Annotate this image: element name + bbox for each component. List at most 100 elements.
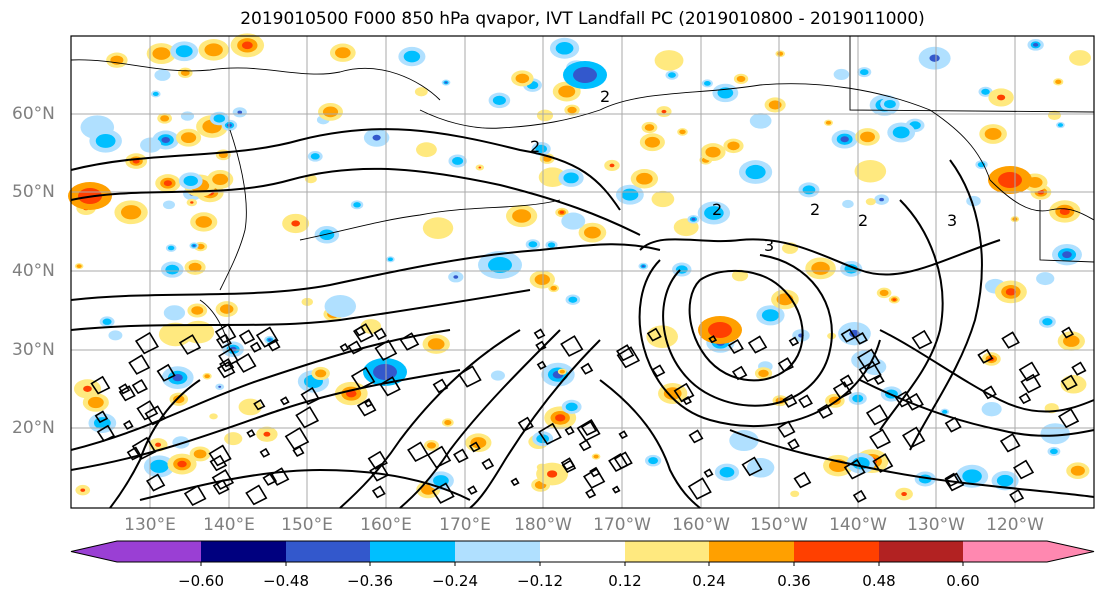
negative-qvapor-blob	[149, 459, 169, 473]
positive-qvapor-blob	[152, 47, 171, 60]
ivt-contour-line	[139, 468, 471, 501]
ivt-contour-cell	[1001, 331, 1020, 349]
positive-qvapor-blob	[1047, 110, 1062, 120]
positive-qvapor-blob	[219, 304, 234, 314]
ivt-contour-line	[909, 159, 983, 451]
positive-qvapor-blob	[160, 115, 170, 122]
negative-qvapor-blob	[492, 95, 506, 106]
ivt-contour-cell	[999, 433, 1021, 453]
ivt-contour-cell	[585, 488, 597, 499]
negative-qvapor-blob	[453, 275, 459, 279]
ivt-contour-cell	[399, 332, 420, 351]
ivt-contour-cell	[126, 446, 142, 461]
ivt-contour-cell	[245, 484, 268, 506]
ivt-contour-cell	[777, 420, 796, 438]
ivt-contour-cell	[787, 438, 800, 451]
positive-qvapor-blob	[304, 174, 317, 184]
contour-label: 3	[764, 236, 774, 255]
negative-qvapor-blob	[879, 197, 884, 202]
positive-qvapor-blob	[1005, 288, 1017, 296]
ivt-contour-cell	[576, 418, 601, 442]
positive-qvapor-blob	[854, 159, 887, 183]
positive-qvapor-blob	[512, 209, 532, 223]
ivt-contour-cell	[608, 452, 629, 473]
ivt-contour-cell	[369, 463, 390, 482]
positive-qvapor-blob	[427, 338, 445, 350]
positive-qvapor-blob	[80, 488, 86, 492]
ivt-contour-cell	[944, 472, 965, 492]
ivt-contour-cell	[353, 323, 374, 343]
positive-qvapor-blob	[204, 374, 210, 379]
ivt-contour-cell	[852, 489, 867, 503]
ivt-contour-cell	[904, 392, 924, 411]
negative-qvapor-blob	[833, 68, 850, 80]
lon-label: 150°W	[750, 515, 808, 535]
ivt-contour-cell	[857, 348, 881, 371]
negative-qvapor-blob	[237, 110, 243, 114]
positive-qvapor-blob	[860, 131, 875, 143]
colorbar-cell	[963, 541, 1094, 562]
ivt-contour-cell	[793, 471, 812, 489]
ivt-contour-cell	[218, 347, 239, 368]
ivt-contour-line	[339, 329, 521, 509]
ivt-contour-cell	[136, 400, 159, 421]
positive-qvapor-blob	[263, 431, 271, 437]
negative-qvapor-blob	[729, 430, 759, 452]
colorbar-cell	[370, 541, 455, 562]
positive-qvapor-blob	[190, 201, 194, 204]
lon-label: 120°W	[986, 515, 1044, 535]
colorbar-cell	[540, 541, 625, 562]
ivt-contour-cell	[284, 426, 310, 450]
negative-qvapor-blob	[568, 296, 578, 303]
ivt-contour-line	[879, 199, 944, 431]
ivt-contour-cell	[873, 374, 885, 385]
positive-qvapor-blob	[224, 432, 243, 446]
ivt-contour-line	[879, 329, 1095, 413]
ivt-contour-cell	[1018, 392, 1032, 405]
positive-qvapor-blob	[646, 325, 678, 348]
ivt-contour-cell	[178, 334, 202, 355]
colorbar-tick-label: −0.24	[432, 572, 478, 590]
positive-qvapor-blob	[777, 51, 784, 56]
lon-label: 140°W	[829, 515, 887, 535]
colorbar-cell	[455, 541, 540, 562]
contour-label: 2	[858, 211, 868, 230]
negative-qvapor-blob	[1062, 251, 1072, 259]
ivt-contours	[70, 128, 1095, 509]
positive-qvapor-blob	[567, 106, 577, 114]
ivt-contour-cell	[259, 447, 271, 458]
colorbar-cell	[625, 541, 709, 562]
contour-labels: 2 2 2 3 3 2 2	[530, 87, 957, 255]
ivt-contour-cell	[183, 484, 207, 507]
ivt-contour-cell	[982, 385, 997, 400]
ivt-contour-cell	[211, 469, 235, 491]
negative-qvapor-blob	[161, 136, 171, 144]
positive-qvapor-blob	[177, 460, 187, 468]
positive-qvapor-blob	[790, 490, 800, 498]
ivt-contour-cell	[364, 399, 373, 408]
negative-qvapor-blob	[962, 469, 982, 484]
qvapor-feature	[488, 257, 512, 273]
map-frame	[70, 35, 1095, 509]
ivt-contour-cell	[469, 441, 481, 453]
ivt-contour-cell	[911, 329, 933, 350]
ivt-contour-cell	[536, 360, 547, 370]
negative-qvapor-blob	[859, 69, 869, 76]
positive-qvapor-blob	[193, 449, 207, 459]
negative-qvapor-blob	[648, 457, 659, 465]
ivt-contour-cell	[616, 346, 641, 369]
lon-label: 160°E	[360, 515, 412, 535]
positive-qvapor-blob	[470, 437, 487, 449]
ivt-contour-cell	[431, 482, 455, 504]
ivt-contour-cell	[295, 406, 320, 429]
ivt-contour-cell	[134, 331, 159, 355]
ivt-contour-cell	[96, 424, 116, 442]
ivt-contour-cell	[854, 332, 868, 345]
ivt-contour-cell	[1061, 326, 1074, 339]
lon-label: 180°W	[514, 515, 572, 535]
positive-qvapor-blob	[661, 109, 667, 114]
negative-qvapor-blob	[319, 229, 335, 241]
ivt-contour-cell	[840, 328, 856, 343]
ivt-contour-line	[70, 243, 661, 301]
negative-qvapor-blob	[981, 401, 1002, 417]
